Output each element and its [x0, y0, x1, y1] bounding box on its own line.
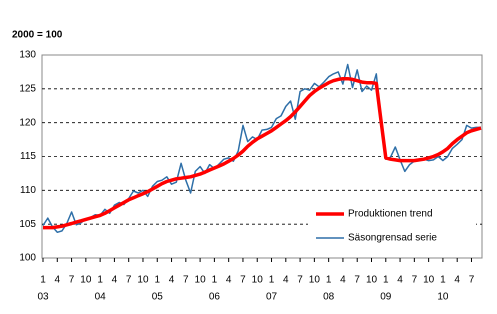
x-tick-label: 1: [212, 275, 218, 286]
x-tick-label: 7: [69, 275, 75, 286]
x-group-label: 04: [95, 292, 107, 303]
x-tick-label: 1: [97, 275, 103, 286]
x-tick-label: 1: [154, 275, 160, 286]
legend-box: [308, 200, 476, 252]
x-tick-label: 10: [423, 275, 435, 286]
legend-label: Produktionen trend: [348, 209, 433, 220]
y-tick-label: 115: [20, 151, 36, 162]
y-axis-label: 2000 = 100: [12, 30, 63, 41]
x-tick-label: 1: [440, 275, 446, 286]
series-line: [42, 63, 481, 234]
x-tick-label: 4: [454, 275, 460, 286]
x-group-label: 09: [380, 292, 392, 303]
x-group-label: 10: [437, 292, 449, 303]
x-tick-label: 10: [137, 275, 149, 286]
y-tick-label: 100: [19, 253, 36, 264]
x-tick-label: 1: [383, 275, 389, 286]
x-tick-label: 1: [269, 275, 275, 286]
x-tick-label: 10: [252, 275, 264, 286]
x-tick-label: 10: [195, 275, 207, 286]
y-tick-label: 110: [20, 185, 36, 196]
x-group-label: 03: [37, 292, 49, 303]
x-tick-label: 1: [40, 275, 46, 286]
x-tick-label: 10: [366, 275, 378, 286]
x-tick-label: 7: [297, 275, 303, 286]
x-tick-label: 7: [183, 275, 189, 286]
x-group-label: 06: [209, 292, 221, 303]
x-tick-label: 10: [309, 275, 321, 286]
x-group-label: 07: [266, 292, 278, 303]
x-tick-label: 4: [226, 275, 232, 286]
x-tick-label: 7: [354, 275, 360, 286]
x-tick-label: 4: [169, 275, 175, 286]
x-tick-label: 7: [469, 275, 475, 286]
legend-label: Säsongrensad serie: [348, 233, 437, 244]
x-group-label: 05: [152, 292, 164, 303]
x-tick-label: 4: [283, 275, 289, 286]
x-tick-label: 1: [326, 275, 332, 286]
y-tick-label: 120: [19, 117, 36, 128]
y-tick-label: 105: [19, 219, 36, 230]
series-line: [43, 76, 482, 230]
x-tick-label: 7: [240, 275, 246, 286]
x-tick-label: 4: [340, 275, 346, 286]
x-tick-label: 4: [55, 275, 61, 286]
x-tick-label: 4: [112, 275, 118, 286]
x-group-label: 08: [323, 292, 335, 303]
x-tick-label: 7: [412, 275, 418, 286]
x-tick-label: 10: [80, 275, 92, 286]
y-tick-label: 125: [19, 83, 36, 94]
y-tick-label: 130: [19, 50, 36, 61]
x-tick-label: 4: [397, 275, 403, 286]
x-tick-label: 7: [126, 275, 132, 286]
